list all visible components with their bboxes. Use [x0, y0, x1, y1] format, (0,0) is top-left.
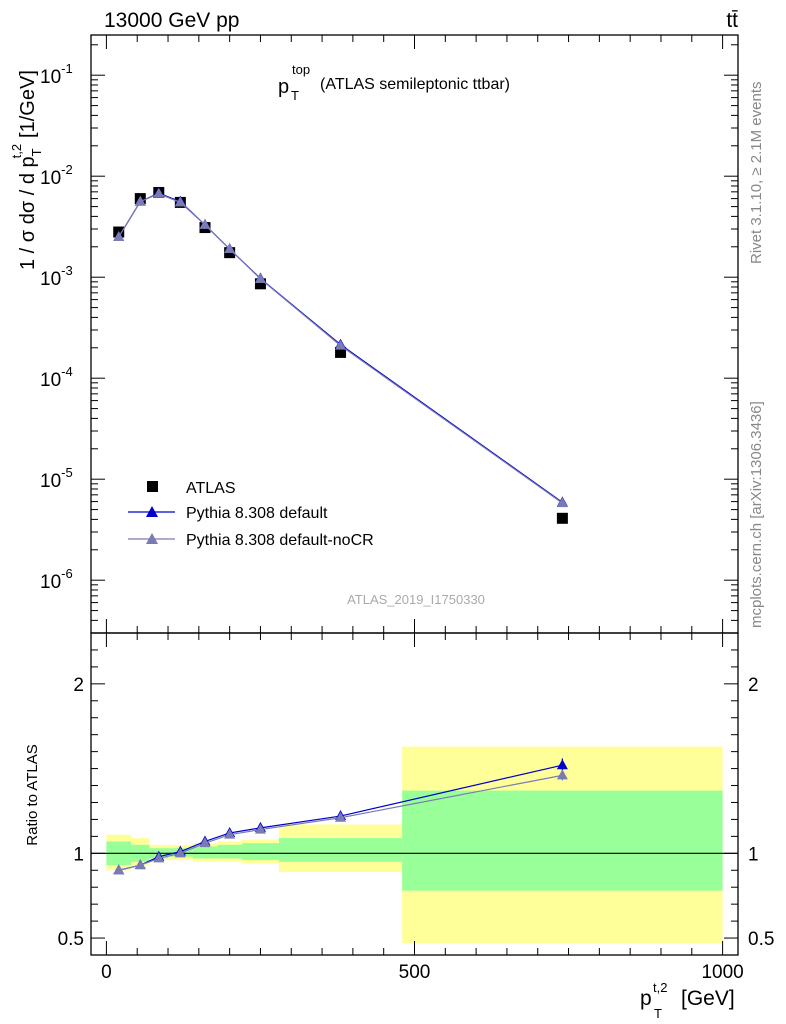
legend-atlas-marker — [147, 481, 158, 492]
ratio-point-1 — [174, 847, 186, 858]
legend-nocr-label: Pythia 8.308 default-noCR — [186, 532, 374, 549]
main-panel: 10-6 10-5 10-4 10-3 10-2 10-1 p top T (ATLAS … — [9, 34, 739, 634]
ratio-point-1 — [134, 859, 146, 870]
mc-point-2 — [153, 187, 165, 198]
ratio-series-group — [113, 758, 568, 875]
xtick-label: 500 — [399, 962, 431, 983]
mc-point-2 — [335, 339, 347, 350]
main-ylabel: 1 / σ dσ / d pTt,2 [1/GeV] — [9, 70, 44, 270]
xlabel-sup: t,2 — [653, 980, 667, 995]
main-ytick-label: 10-4 — [40, 364, 73, 391]
ratio-point-1 — [113, 864, 125, 875]
ratio-ytick-label-left: 2 — [73, 675, 84, 696]
mc-point-2 — [113, 230, 125, 241]
title-main: p — [278, 76, 289, 98]
main-ytick-exp: -1 — [61, 61, 73, 76]
ratio-ylabel: Ratio to ATLAS — [24, 744, 41, 845]
legend-default-label: Pythia 8.308 default — [186, 505, 328, 522]
mcplots-label: mcplots.cern.ch [arXiv:1306.3436] — [748, 401, 765, 628]
ratio-panel: 0.5 0.51 12 20 500 1000 Ratio to ATLAS p t,2 … — [24, 632, 774, 1021]
main-ylabel-unit: [1/GeV] — [17, 70, 39, 138]
mc-point-2 — [174, 196, 186, 207]
ratio-ytick-label-right: 0.5 — [748, 929, 774, 950]
title-sup: top — [292, 62, 310, 77]
main-ylabel-sup: t,2 — [9, 144, 24, 158]
legend: ATLAS Pythia 8.308 default Pythia 8.308 … — [128, 480, 374, 549]
ratio-ytick-label-right: 2 — [748, 675, 759, 696]
ratio-ytick-label-left: 1 — [73, 844, 84, 865]
atlas-data-point — [254, 278, 266, 290]
main-ytick-label: 10-3 — [40, 263, 73, 290]
legend-atlas-label: ATLAS — [186, 480, 236, 497]
title-rest: (ATLAS semileptonic ttbar) — [320, 76, 510, 93]
ratio-point-1 — [254, 823, 266, 834]
mc-point-2 — [254, 272, 266, 283]
ratio-point-1 — [224, 828, 236, 839]
main-ylabel-text: 1 / σ dσ / d p — [17, 156, 39, 270]
main-ytick-exp: -5 — [61, 465, 73, 480]
header-left: 13000 GeV pp — [104, 9, 239, 32]
ratio-ytick-label-left: 0.5 — [58, 929, 84, 950]
rivet-label: Rivet 3.1.10, ≥ 2.1M events — [748, 82, 765, 265]
main-ytick-exp: -3 — [61, 263, 73, 278]
mc-point-2 — [556, 497, 568, 508]
ratio-bands-group — [91, 746, 738, 944]
plot-title: p — [278, 76, 289, 98]
mc-point-2 — [199, 218, 211, 229]
main-ylabel-sub: T — [29, 148, 44, 156]
ratio-band-stat — [241, 843, 279, 861]
ratio-band-stat — [217, 844, 242, 859]
main-ytick-label: 10-5 — [40, 465, 73, 492]
atlas-data-point — [556, 512, 568, 524]
analysis-watermark: ATLAS_2019_I1750330 — [347, 592, 485, 607]
main-ytick-exp: -6 — [61, 566, 73, 581]
main-ytick-label: 10-2 — [40, 162, 73, 189]
xlabel: p — [640, 987, 652, 1010]
ratio-point-1 — [199, 837, 211, 848]
ratio-point-1 — [153, 852, 165, 863]
xtick-label: 0 — [101, 962, 112, 983]
ratio-band-stat — [192, 846, 218, 859]
main-ticks: 10-6 10-5 10-4 10-3 10-2 10-1 — [40, 35, 738, 634]
main-series-group — [113, 186, 568, 524]
ratio-point-1 — [335, 811, 347, 822]
legend-nocr-marker — [146, 533, 158, 544]
mc-point-2 — [224, 243, 236, 254]
ratio-band-stat — [402, 790, 723, 891]
legend-default-marker — [146, 506, 158, 517]
main-ytick-exp: -2 — [61, 162, 73, 177]
xtick-label: 1000 — [701, 962, 743, 983]
ratio-point-0 — [556, 759, 568, 770]
header-right: tt̄ — [726, 9, 738, 32]
atlas-data-point — [335, 346, 347, 358]
main-ytick-exp: -4 — [61, 364, 73, 379]
ratio-ytick-label-right: 1 — [748, 844, 759, 865]
mc-point-2 — [134, 195, 146, 206]
main-ytick-label: 10-6 — [40, 566, 73, 593]
ratio-band-stat — [278, 838, 403, 862]
main-ytick-label: 10-1 — [40, 61, 73, 88]
title-sub: T — [291, 88, 299, 103]
ratio-point-1 — [556, 769, 568, 780]
ratio-ticks: 0.5 0.5 1 1 2 2 0 500 1000 — [58, 633, 774, 983]
xlabel-unit: [GeV] — [681, 987, 735, 1010]
xlabel-sub: T — [654, 1006, 662, 1021]
xlabel-text: p — [640, 987, 652, 1010]
